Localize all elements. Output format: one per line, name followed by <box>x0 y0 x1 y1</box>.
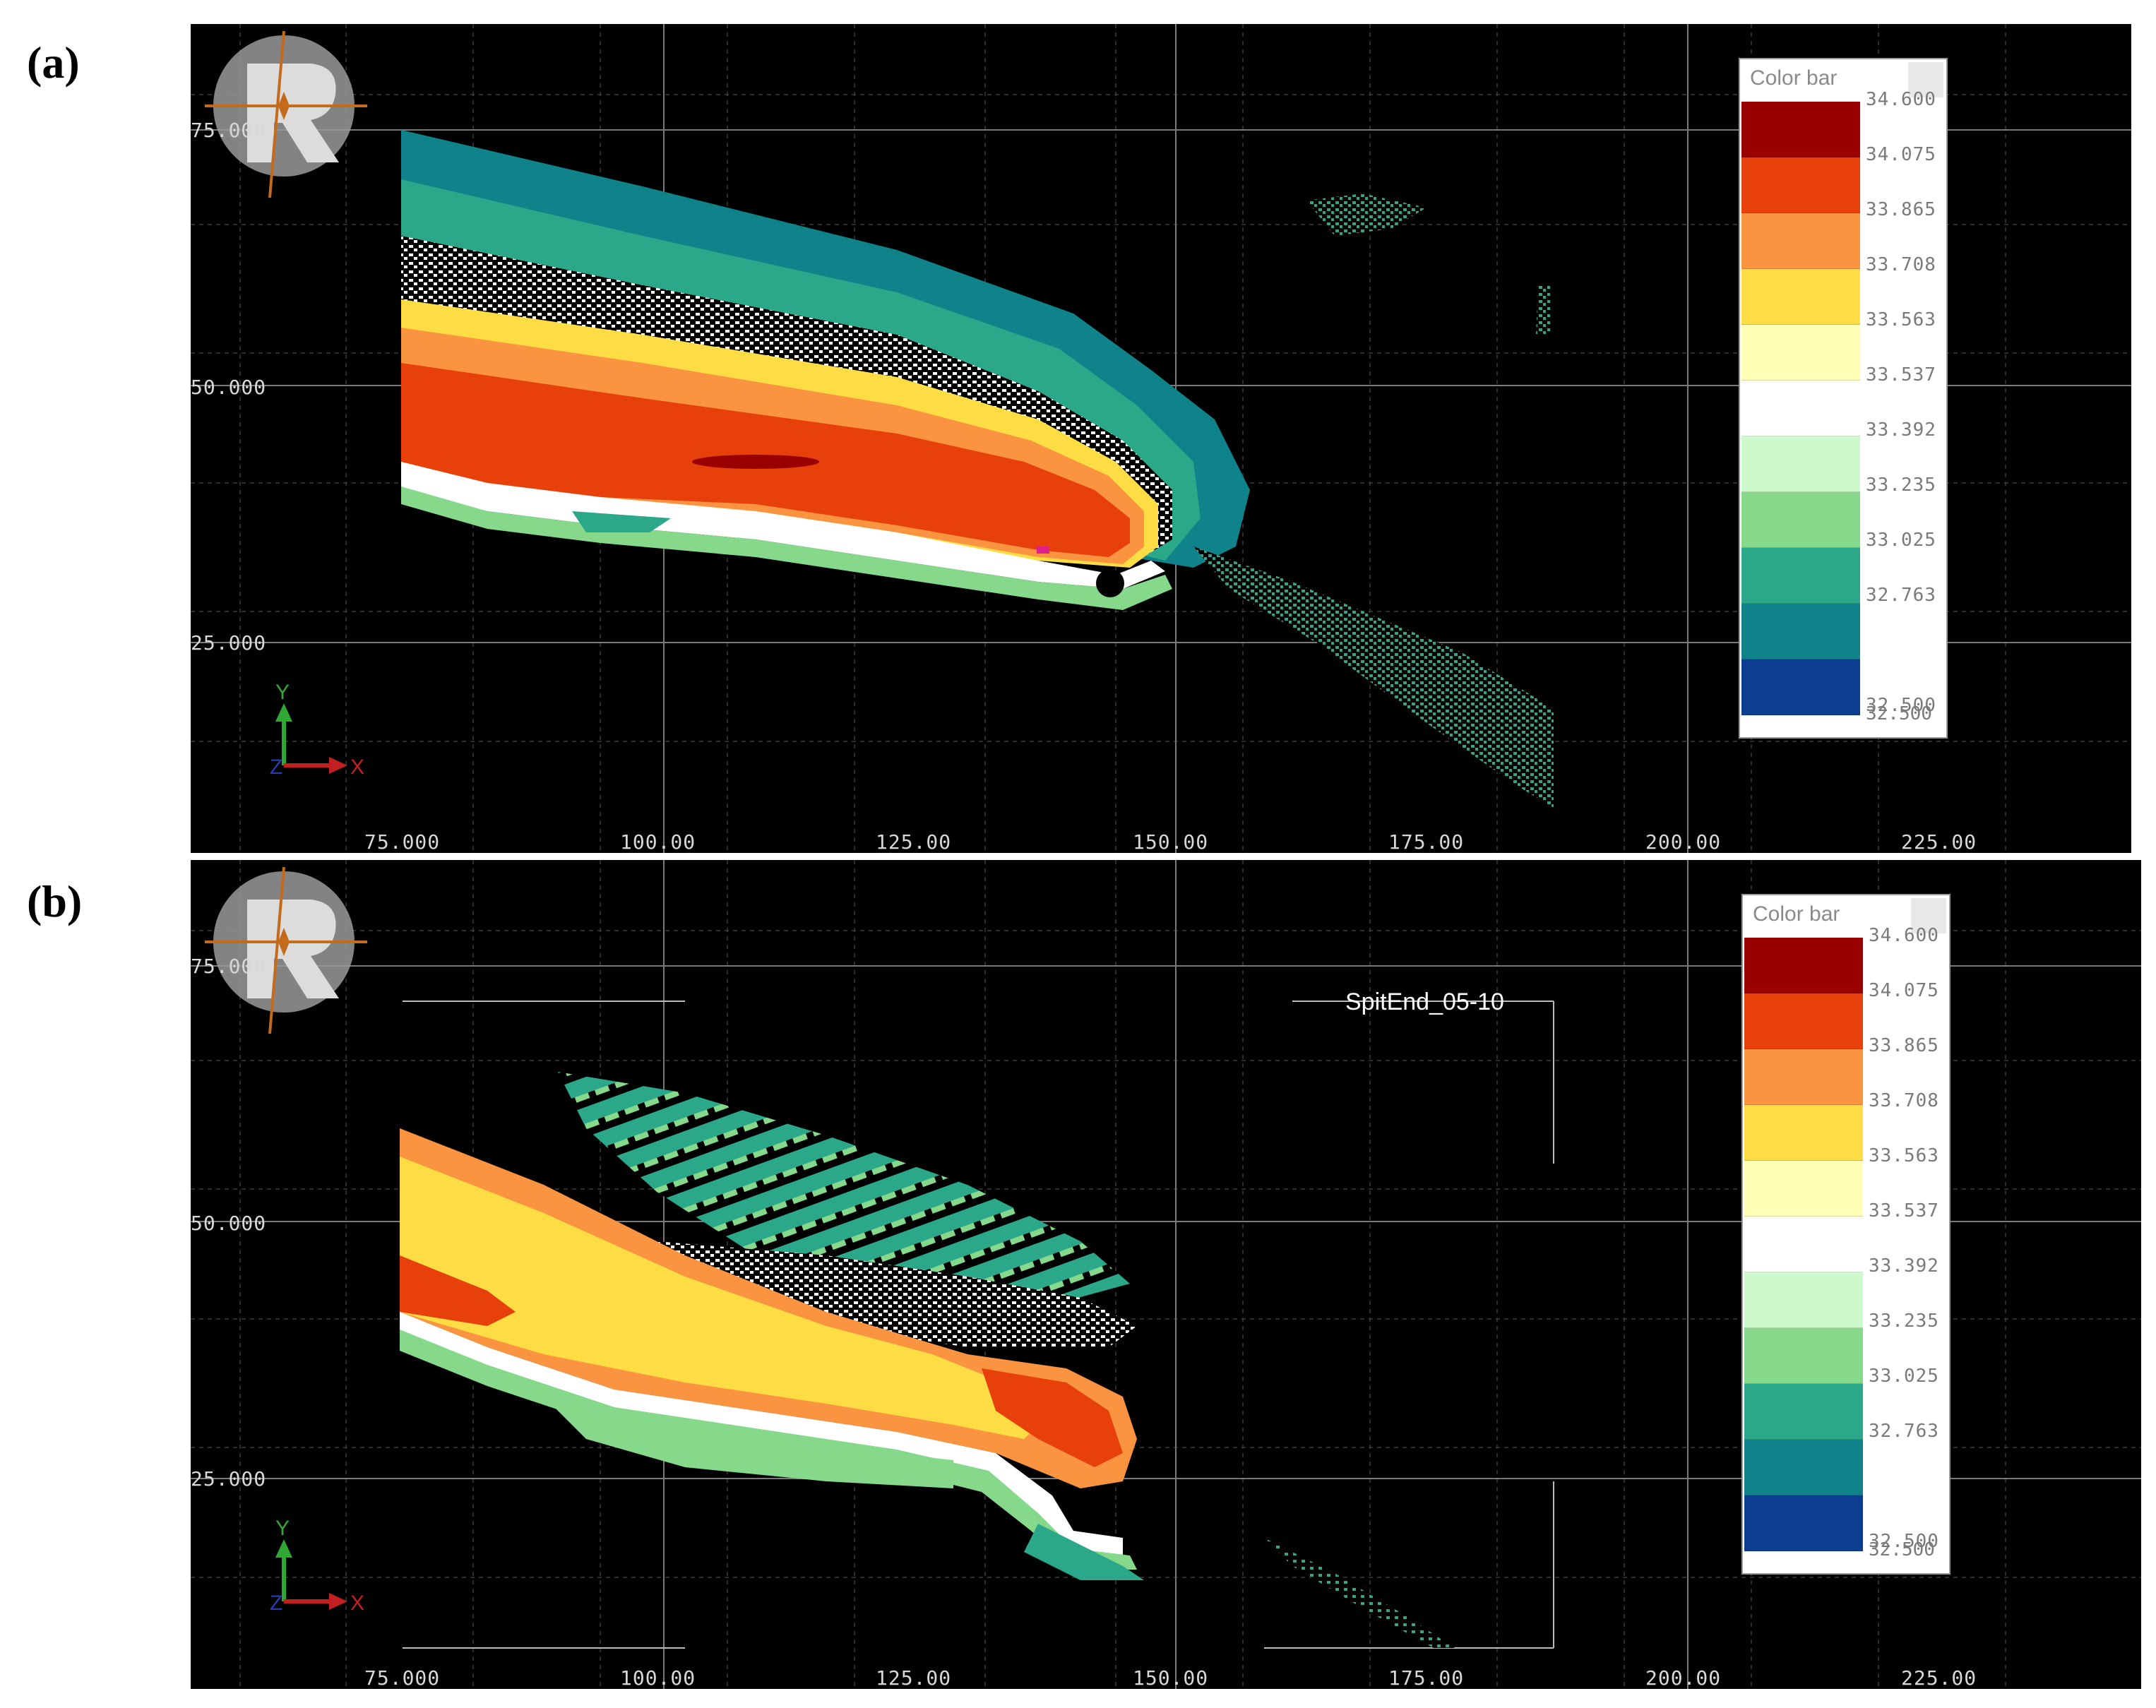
spit-point-cloud-a <box>401 130 1554 808</box>
color-bar-swatches <box>1741 102 1860 715</box>
axis-x-label: X <box>350 1591 364 1615</box>
point-cloud-viewport-a[interactable]: Y Z X 75.000 50.000 25.000 75.000 100.00… <box>191 24 2131 853</box>
x-tick: 200.00 <box>1645 830 1721 853</box>
y-tick: 75.000 <box>191 119 266 142</box>
color-bar-value: 32.763 <box>1869 1421 1939 1442</box>
y-tick: 75.000 <box>191 955 266 978</box>
color-bar-value: 34.075 <box>1869 980 1939 1001</box>
scene-annotation-label: SpitEnd_05-10 <box>1345 989 1504 1015</box>
color-bar-value: 33.537 <box>1869 1200 1939 1222</box>
color-bar-value: 33.708 <box>1869 1090 1939 1111</box>
color-swatch <box>1741 436 1860 492</box>
panel-label-b: (b) <box>27 876 83 926</box>
color-bar-labels: 34.600 34.075 33.865 33.708 33.563 33.53… <box>1866 925 1949 1552</box>
color-bar-value: 34.075 <box>1866 144 1936 165</box>
color-bar-widget[interactable]: Color bar 34.600 34.075 33.865 33.708 33… <box>1739 58 1948 739</box>
x-tick: 225.00 <box>1901 830 1977 853</box>
color-bar-value: 33.865 <box>1866 199 1936 220</box>
x-tick: 75.000 <box>364 830 440 853</box>
color-bar-value: 33.563 <box>1869 1145 1939 1166</box>
axis-z-label: Z <box>270 756 282 779</box>
axis-x-label: X <box>350 756 364 779</box>
color-swatch <box>1744 993 1863 1049</box>
color-bar-value: 33.235 <box>1866 474 1936 496</box>
axis-triad-icon: Y Z X <box>270 681 364 779</box>
x-tick: 100.00 <box>620 830 696 853</box>
panel-label-a: (a) <box>27 37 80 88</box>
color-bar-widget[interactable]: Color bar 34.600 34.075 33.865 33.708 33… <box>1741 894 1950 1575</box>
color-swatch <box>1741 325 1860 381</box>
color-bar-value: 33.563 <box>1866 309 1936 330</box>
color-bar-swatches <box>1744 938 1863 1551</box>
axis-triad-icon: Y Z X <box>270 1517 364 1615</box>
point-cloud-canvas-b: SpitEnd_05-10 Y Z X 75.000 50.000 25.000… <box>191 860 2141 1689</box>
color-swatch <box>1741 604 1860 659</box>
y-tick: 50.000 <box>191 1212 266 1235</box>
point-cloud-viewport-b[interactable]: SpitEnd_05-10 Y Z X 75.000 50.000 25.000… <box>191 860 2141 1689</box>
color-swatch <box>1744 1049 1863 1105</box>
color-bar-value: 33.025 <box>1866 530 1936 551</box>
axis-z-label: Z <box>270 1591 282 1615</box>
color-swatch <box>1741 548 1860 604</box>
x-tick: 125.00 <box>876 1666 951 1689</box>
color-swatch <box>1741 102 1860 157</box>
color-swatch <box>1744 1328 1863 1384</box>
color-swatch <box>1744 1161 1863 1217</box>
color-swatch <box>1744 1384 1863 1440</box>
color-swatch <box>1744 1495 1863 1551</box>
y-tick: 25.000 <box>191 631 266 655</box>
x-tick: 150.00 <box>1133 1666 1208 1689</box>
color-bar-value: 32.500 <box>1866 695 1936 716</box>
color-swatch <box>1744 1217 1863 1272</box>
color-swatch <box>1741 269 1860 325</box>
rigel-logo-icon <box>205 30 367 198</box>
color-bar-title: Color bar <box>1750 66 1838 90</box>
x-tick: 200.00 <box>1645 1666 1721 1689</box>
color-swatch <box>1741 659 1860 715</box>
x-tick: 225.00 <box>1901 1666 1977 1689</box>
color-swatch <box>1741 492 1860 548</box>
color-bar-close-button[interactable] <box>1908 62 1943 97</box>
color-bar-value: 33.708 <box>1866 254 1936 275</box>
color-bar-value: 34.600 <box>1866 89 1936 110</box>
color-bar-value: 33.235 <box>1869 1310 1939 1332</box>
color-bar-close-button[interactable] <box>1911 898 1946 933</box>
x-tick: 175.00 <box>1388 1666 1464 1689</box>
color-swatch <box>1744 1272 1863 1328</box>
y-tick: 50.000 <box>191 376 266 399</box>
color-bar-value: 32.500 <box>1869 1531 1939 1552</box>
point-cloud-canvas-a: Y Z X 75.000 50.000 25.000 75.000 100.00… <box>191 24 2131 853</box>
y-tick: 25.000 <box>191 1467 266 1491</box>
x-tick: 150.00 <box>1133 830 1208 853</box>
color-swatch <box>1744 1440 1863 1495</box>
color-bar-value: 32.500 <box>1866 703 1932 724</box>
axis-y-label: Y <box>275 1517 290 1540</box>
color-swatch <box>1741 157 1860 213</box>
rigel-logo-icon <box>205 866 367 1034</box>
color-bar-value: 33.392 <box>1866 419 1936 441</box>
color-bar-labels: 34.600 34.075 33.865 33.708 33.563 33.53… <box>1863 89 1946 716</box>
x-tick: 100.00 <box>620 1666 696 1689</box>
color-bar-value: 33.537 <box>1866 364 1936 386</box>
color-swatch <box>1744 938 1863 993</box>
axis-y-label: Y <box>275 681 290 704</box>
x-tick: 175.00 <box>1388 830 1464 853</box>
color-bar-value: 33.865 <box>1869 1035 1939 1056</box>
x-tick: 75.000 <box>364 1666 440 1689</box>
color-bar-value: 33.392 <box>1869 1255 1939 1277</box>
color-bar-value: 32.500 <box>1869 1539 1935 1560</box>
color-bar-value: 32.763 <box>1866 585 1936 606</box>
color-swatch <box>1741 381 1860 436</box>
color-bar-value: 33.025 <box>1869 1366 1939 1387</box>
color-swatch <box>1744 1105 1863 1161</box>
color-bar-value: 34.600 <box>1869 925 1939 946</box>
spit-point-cloud-b <box>400 1072 1455 1648</box>
color-bar-title: Color bar <box>1753 902 1840 926</box>
color-swatch <box>1741 213 1860 269</box>
x-tick: 125.00 <box>876 830 951 853</box>
